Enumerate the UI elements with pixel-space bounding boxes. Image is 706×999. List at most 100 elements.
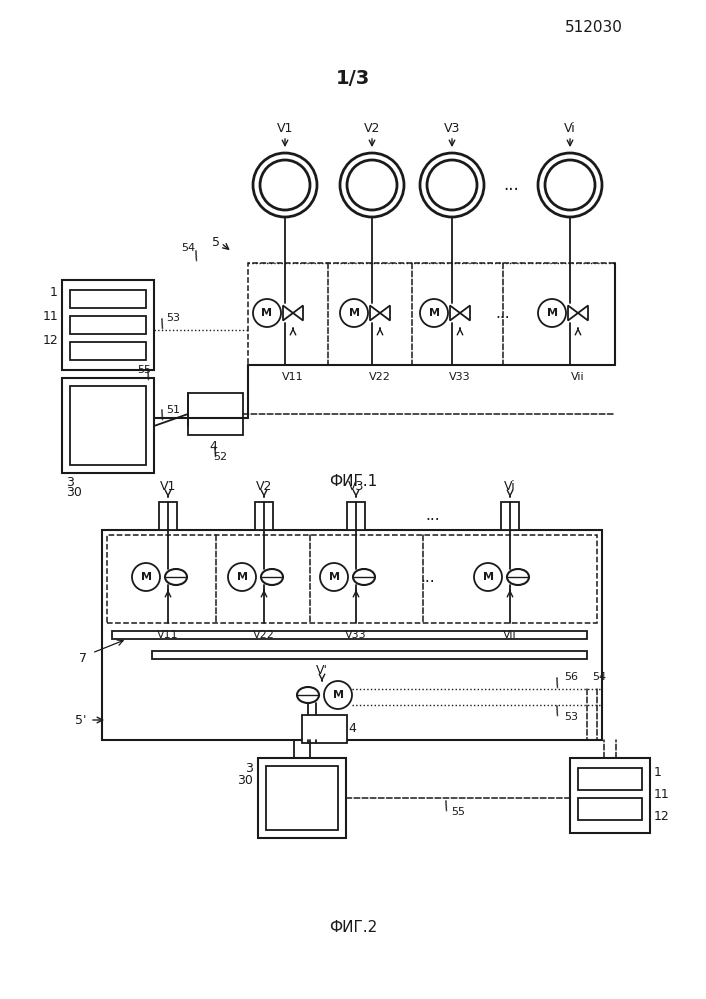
Text: V3: V3 bbox=[444, 122, 460, 135]
Text: M: M bbox=[140, 572, 152, 582]
Bar bbox=[248, 263, 615, 365]
Text: ...: ... bbox=[503, 176, 519, 194]
Text: Vii: Vii bbox=[571, 372, 585, 382]
Text: ФИГ.1: ФИГ.1 bbox=[329, 475, 377, 490]
Text: V': V' bbox=[316, 663, 328, 676]
Text: 51: 51 bbox=[166, 405, 180, 415]
Bar bbox=[70, 290, 146, 308]
Text: /: / bbox=[210, 446, 220, 459]
Text: 11: 11 bbox=[654, 787, 670, 800]
Text: 4: 4 bbox=[209, 441, 217, 454]
Text: V3: V3 bbox=[348, 480, 364, 493]
Text: M: M bbox=[349, 308, 359, 318]
Bar bbox=[112, 631, 587, 639]
Bar bbox=[62, 280, 154, 370]
Text: 54: 54 bbox=[592, 672, 606, 682]
Text: 30: 30 bbox=[66, 487, 82, 500]
Text: /: / bbox=[157, 409, 167, 422]
Ellipse shape bbox=[261, 569, 283, 585]
Text: 55: 55 bbox=[451, 807, 465, 817]
Circle shape bbox=[324, 681, 352, 709]
Circle shape bbox=[347, 160, 397, 210]
Text: M: M bbox=[333, 690, 344, 700]
Circle shape bbox=[320, 563, 348, 591]
Polygon shape bbox=[568, 306, 578, 321]
Bar bbox=[70, 386, 146, 465]
Text: /: / bbox=[157, 317, 167, 331]
Circle shape bbox=[427, 160, 477, 210]
Bar bbox=[152, 651, 587, 659]
Text: 54: 54 bbox=[181, 243, 195, 253]
Text: V1: V1 bbox=[160, 480, 176, 493]
Text: 53: 53 bbox=[564, 712, 578, 722]
Bar bbox=[102, 530, 602, 740]
Bar bbox=[501, 502, 519, 530]
Text: 56: 56 bbox=[564, 672, 578, 682]
Circle shape bbox=[253, 299, 281, 327]
Bar bbox=[302, 715, 347, 743]
Circle shape bbox=[228, 563, 256, 591]
Circle shape bbox=[340, 299, 368, 327]
Bar bbox=[255, 502, 273, 530]
Text: V11: V11 bbox=[282, 372, 304, 382]
Text: V2: V2 bbox=[364, 122, 381, 135]
Circle shape bbox=[420, 299, 448, 327]
Circle shape bbox=[420, 153, 484, 217]
Text: ...: ... bbox=[426, 508, 441, 523]
Text: V33: V33 bbox=[449, 372, 471, 382]
Ellipse shape bbox=[353, 569, 375, 585]
Text: M: M bbox=[482, 572, 493, 582]
Text: /: / bbox=[553, 676, 561, 690]
Text: Vii: Vii bbox=[503, 630, 517, 640]
Text: 3: 3 bbox=[245, 761, 253, 774]
Text: /: / bbox=[442, 799, 450, 813]
Text: V11: V11 bbox=[157, 630, 179, 640]
Polygon shape bbox=[283, 306, 293, 321]
Text: M: M bbox=[328, 572, 340, 582]
Text: V1: V1 bbox=[277, 122, 293, 135]
Ellipse shape bbox=[507, 569, 529, 585]
Bar bbox=[578, 798, 642, 820]
Text: 5': 5' bbox=[76, 713, 87, 726]
Bar bbox=[70, 342, 146, 360]
Polygon shape bbox=[450, 306, 460, 321]
Polygon shape bbox=[380, 306, 390, 321]
Polygon shape bbox=[460, 306, 470, 321]
Text: Vi: Vi bbox=[564, 122, 576, 135]
Circle shape bbox=[474, 563, 502, 591]
Circle shape bbox=[538, 153, 602, 217]
Text: 3: 3 bbox=[66, 477, 74, 490]
Text: 1: 1 bbox=[654, 765, 662, 778]
Text: V33: V33 bbox=[345, 630, 367, 640]
Text: M: M bbox=[237, 572, 248, 582]
Ellipse shape bbox=[165, 569, 187, 585]
Text: M: M bbox=[261, 308, 273, 318]
Bar bbox=[159, 502, 177, 530]
Polygon shape bbox=[578, 306, 588, 321]
Text: ...: ... bbox=[421, 569, 436, 584]
Circle shape bbox=[253, 153, 317, 217]
Text: 512030: 512030 bbox=[565, 21, 623, 36]
Text: V22: V22 bbox=[253, 630, 275, 640]
Bar bbox=[570, 758, 650, 833]
Text: M: M bbox=[546, 308, 558, 318]
Text: 12: 12 bbox=[654, 809, 670, 822]
Text: 4: 4 bbox=[348, 722, 356, 735]
Circle shape bbox=[340, 153, 404, 217]
Circle shape bbox=[132, 563, 160, 591]
Text: M: M bbox=[429, 308, 440, 318]
Bar bbox=[266, 766, 338, 830]
Bar bbox=[258, 758, 346, 838]
Text: 52: 52 bbox=[213, 452, 227, 462]
Text: Vi: Vi bbox=[504, 480, 516, 493]
Text: V2: V2 bbox=[256, 480, 273, 493]
Polygon shape bbox=[293, 306, 303, 321]
Bar bbox=[347, 502, 365, 530]
Text: /: / bbox=[553, 704, 561, 718]
Text: 1/3: 1/3 bbox=[336, 69, 370, 88]
Text: /: / bbox=[143, 368, 152, 382]
Polygon shape bbox=[370, 306, 380, 321]
Circle shape bbox=[260, 160, 310, 210]
Text: 30: 30 bbox=[237, 773, 253, 786]
Circle shape bbox=[545, 160, 595, 210]
